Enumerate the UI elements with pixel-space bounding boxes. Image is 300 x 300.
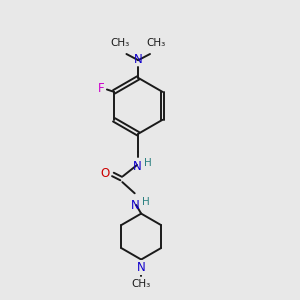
Text: F: F: [98, 82, 104, 95]
Text: CH₃: CH₃: [131, 279, 151, 289]
Text: O: O: [100, 167, 109, 180]
Text: H: H: [142, 197, 149, 207]
Text: CH₃: CH₃: [147, 38, 166, 48]
Text: CH₃: CH₃: [110, 38, 130, 48]
Text: H: H: [144, 158, 152, 168]
Text: N: N: [130, 199, 140, 212]
Text: N: N: [133, 160, 142, 173]
Text: N: N: [134, 53, 142, 66]
Text: N: N: [137, 261, 146, 274]
